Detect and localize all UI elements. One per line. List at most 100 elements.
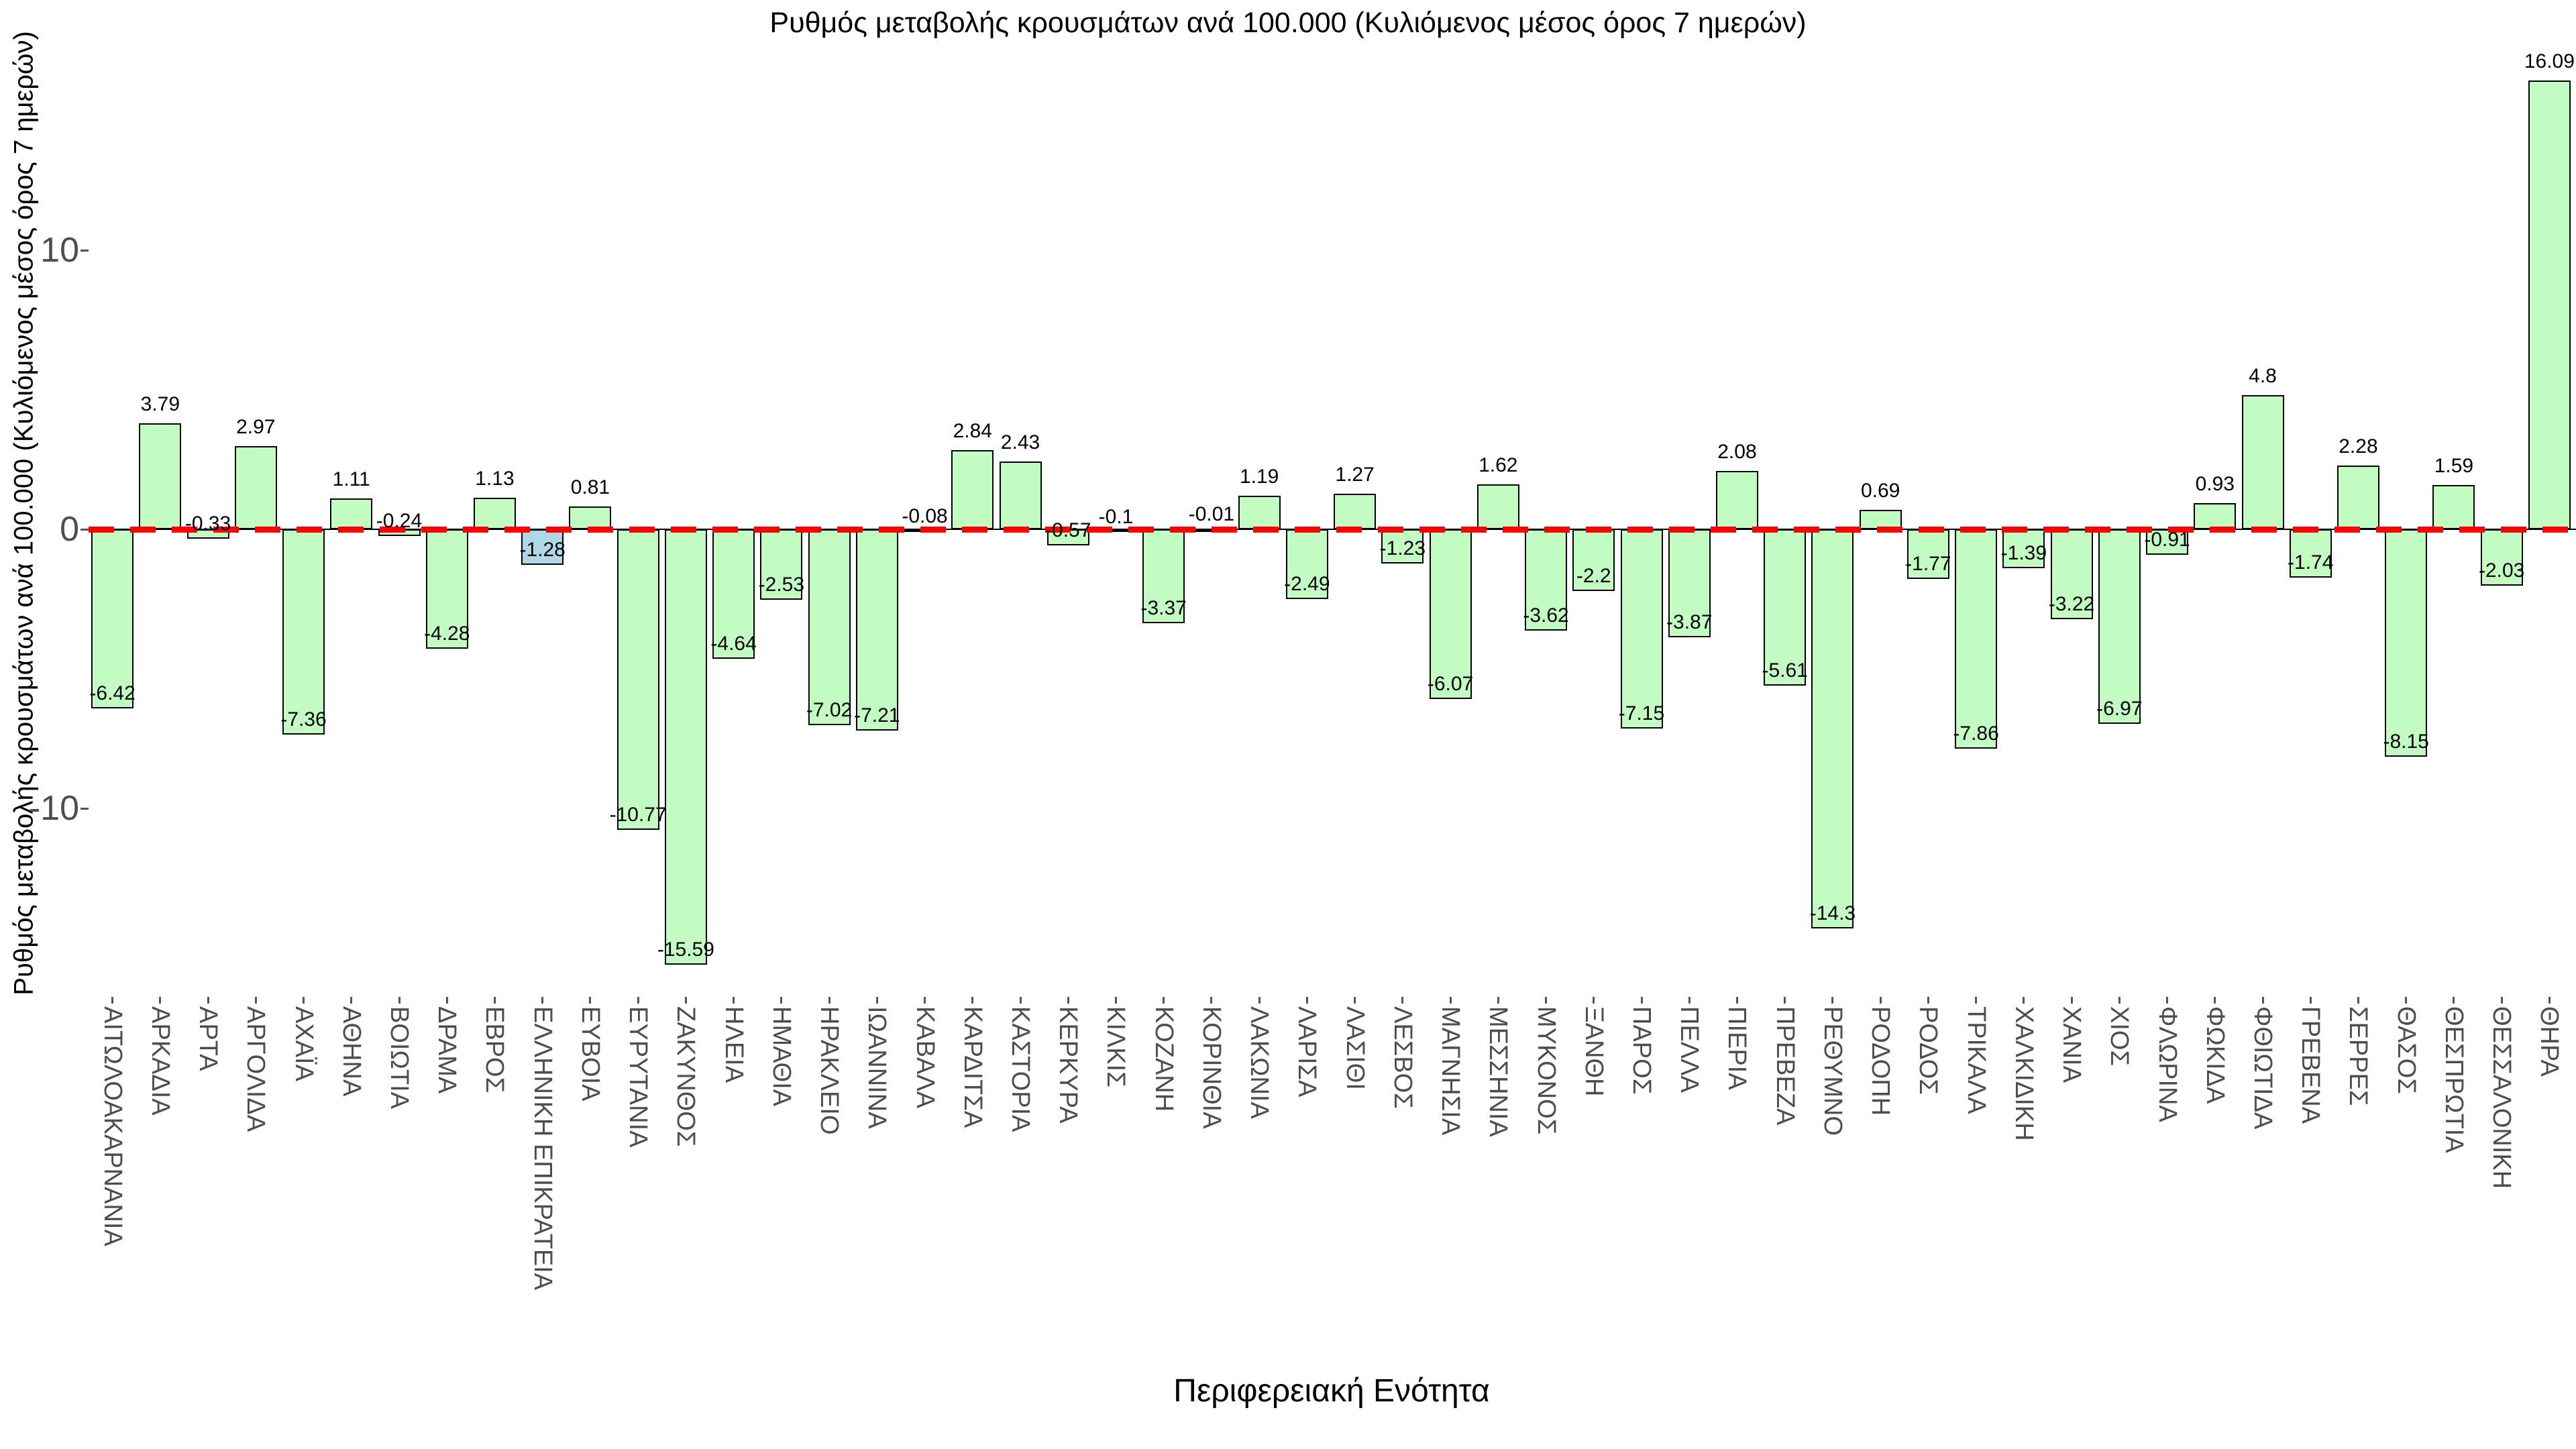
- y-tick-label: -10: [28, 789, 79, 828]
- x-tick-mark: [207, 997, 209, 1004]
- y-tick-label: 10: [40, 231, 79, 270]
- x-tick-mark: [1497, 997, 1499, 1004]
- x-tick-label: ΗΛΕΙΑ: [719, 1006, 748, 1083]
- y-tick-label: 0: [60, 510, 79, 549]
- bar: [616, 529, 659, 830]
- x-tick-label: ΣΕΡΡΕΣ: [2344, 1006, 2373, 1106]
- x-tick-label: ΧΑΝΙΑ: [2057, 1006, 2086, 1083]
- bar: [569, 506, 612, 529]
- bar-value-label: -0.01: [1188, 503, 1235, 526]
- x-tick-mark: [1258, 997, 1260, 1004]
- bar: [234, 446, 277, 529]
- zero-line-dashes: [89, 527, 2576, 533]
- bar: [1477, 484, 1519, 529]
- bar-value-label: 2.43: [1000, 431, 1040, 453]
- y-tick-mark: [80, 807, 89, 810]
- bar-value-label: -0.08: [902, 505, 948, 528]
- x-tick-label: ΕΒΡΟΣ: [480, 1006, 509, 1093]
- x-tick-label: ΖΑΚΥΝΘΟΣ: [672, 1006, 700, 1147]
- x-tick-mark: [1114, 997, 1117, 1004]
- x-tick-mark: [398, 997, 400, 1004]
- bar-value-label: -8.15: [2383, 731, 2429, 753]
- x-tick-label: ΡΟΔΟΣ: [1914, 1006, 1943, 1095]
- bar: [1620, 529, 1663, 729]
- x-tick-label: ΧΙΟΣ: [2105, 1006, 2134, 1066]
- bar: [1285, 529, 1328, 599]
- bar-value-label: 0.69: [1860, 480, 1900, 502]
- x-tick-label: ΕΥΡΥΤΑΝΙΑ: [624, 1006, 653, 1148]
- x-tick-label: ΜΑΓΝΗΣΙΑ: [1436, 1006, 1465, 1136]
- x-tick-mark: [1784, 997, 1786, 1004]
- bar: [1525, 529, 1568, 631]
- bar-value-label: -2.49: [1284, 572, 1330, 595]
- x-tick-label: ΛΕΣΒΟΣ: [1388, 1006, 1417, 1109]
- bar-value-label: -5.61: [1762, 659, 1808, 682]
- bar-value-label: -2.53: [758, 574, 805, 596]
- x-tick-label: ΛΑΣΙΘΙ: [1340, 1006, 1369, 1090]
- x-tick-mark: [1163, 997, 1165, 1004]
- x-tick-mark: [733, 997, 735, 1004]
- x-tick-label: ΕΥΒΟΙΑ: [576, 1006, 604, 1102]
- x-tick-label: ΞΑΝΘΗ: [1579, 1006, 1608, 1097]
- x-tick-mark: [1831, 997, 1834, 1004]
- bar: [951, 449, 994, 529]
- bar: [2337, 466, 2379, 529]
- x-tick-label: ΤΡΙΚΑΛΑ: [1962, 1006, 1990, 1114]
- x-tick-mark: [254, 997, 257, 1004]
- chart-title: Ρυθμός μεταβολής κρουσμάτων ανά 100.000 …: [769, 7, 1807, 39]
- x-tick-label: ΑΘΗΝΑ: [337, 1006, 366, 1097]
- x-tick-label: ΗΡΑΚΛΕΙΟ: [815, 1006, 844, 1135]
- bar: [282, 529, 325, 735]
- x-tick-label: ΘΕΣΠΡΩΤΙΑ: [2439, 1006, 2468, 1153]
- x-tick-mark: [1305, 997, 1308, 1004]
- bar-value-label: -1.23: [1379, 537, 1426, 560]
- x-tick-mark: [2261, 997, 2264, 1004]
- bar: [1907, 529, 1949, 579]
- x-tick-label: ΜΥΚΟΝΟΣ: [1532, 1006, 1560, 1135]
- x-tick-label: ΧΑΛΚΙΔΙΚΗ: [2009, 1006, 2038, 1141]
- bar: [425, 529, 468, 649]
- bar: [1334, 494, 1377, 529]
- bar: [91, 529, 134, 709]
- x-tick-label: ΠΡΕΒΕΖΑ: [1770, 1006, 1799, 1126]
- bar-value-label: 3.79: [140, 393, 180, 416]
- x-tick-mark: [1210, 997, 1213, 1004]
- x-tick-mark: [541, 997, 544, 1004]
- x-tick-label: ΡΟΔΟΠΗ: [1866, 1006, 1895, 1116]
- x-tick-mark: [2214, 997, 2216, 1004]
- x-tick-mark: [445, 997, 448, 1004]
- x-tick-mark: [875, 997, 878, 1004]
- bar: [1238, 496, 1281, 529]
- bar-value-label: 1.11: [332, 468, 370, 490]
- bar: [760, 529, 803, 600]
- bar-value-label: -0.33: [184, 512, 231, 535]
- bar-value-label: -7.36: [280, 708, 327, 731]
- x-tick-label: ΓΡΕΒΕΝΑ: [2296, 1006, 2325, 1124]
- x-tick-label: ΚΟΖΑΝΗ: [1149, 1006, 1178, 1112]
- bar-value-label: -0.57: [1045, 519, 1091, 541]
- x-tick-label: ΦΩΚΙΔΑ: [2200, 1006, 2229, 1104]
- x-tick-mark: [1545, 997, 1548, 1004]
- bar: [712, 529, 755, 659]
- x-tick-label: ΦΛΩΡΙΝΑ: [2153, 1006, 2182, 1122]
- x-tick-mark: [350, 997, 353, 1004]
- bar: [2098, 529, 2141, 724]
- x-tick-label: ΚΟΡΙΝΘΙΑ: [1197, 1006, 1226, 1129]
- bar: [1764, 529, 1807, 686]
- bar: [1715, 471, 1758, 529]
- bar: [1668, 529, 1711, 637]
- x-tick-label: ΘΕΣΣΑΛΟΝΙΚΗ: [2487, 1006, 2516, 1189]
- bar-value-label: -4.28: [424, 623, 470, 645]
- bar-value-label: -3.37: [1140, 597, 1187, 620]
- x-tick-label: ΚΑΣΤΟΡΙΑ: [1006, 1006, 1034, 1132]
- x-tick-mark: [1019, 997, 1022, 1004]
- x-tick-label: ΔΡΑΜΑ: [433, 1006, 462, 1094]
- x-tick-mark: [2070, 997, 2073, 1004]
- x-tick-mark: [2309, 997, 2312, 1004]
- bar: [999, 461, 1042, 529]
- bar-value-label: -3.22: [2048, 592, 2095, 615]
- x-tick-label: ΘΗΡΑ: [2535, 1006, 2564, 1077]
- x-tick-mark: [971, 997, 974, 1004]
- bar-value-label: -7.02: [806, 699, 853, 722]
- bar-value-label: 2.97: [236, 416, 276, 439]
